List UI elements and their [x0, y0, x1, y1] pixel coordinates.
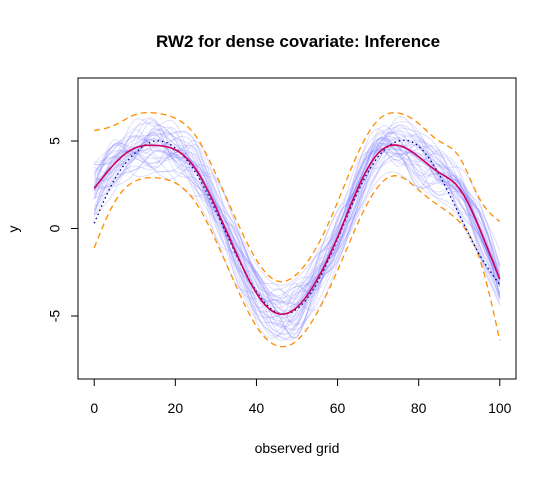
- sample-curve: [93, 132, 501, 336]
- y-tick-label: 0: [47, 224, 63, 232]
- posterior-mean-line: [93, 144, 501, 316]
- sample-curve: [93, 143, 501, 337]
- sample-curve: [93, 124, 501, 328]
- sample-curve: [93, 127, 501, 322]
- x-tick-label: 40: [249, 400, 265, 416]
- y-axis: -5 0 5: [47, 137, 79, 323]
- x-tick-label: 0: [90, 400, 98, 416]
- sample-curve: [93, 129, 501, 306]
- sample-curve: [93, 155, 501, 341]
- sample-curves: [93, 116, 501, 341]
- sample-curve: [94, 146, 501, 323]
- sample-curve: [93, 131, 501, 299]
- sample-curve: [94, 116, 501, 318]
- sample-curve: [93, 132, 501, 331]
- x-tick-label: 100: [488, 400, 512, 416]
- sample-curve: [93, 127, 501, 303]
- sample-curve: [93, 146, 501, 333]
- y-tick-label: 5: [47, 137, 63, 145]
- sample-curve: [93, 128, 501, 316]
- upper-band-line: [94, 111, 501, 283]
- summary-lines: [93, 111, 501, 348]
- sample-curve: [93, 135, 501, 327]
- sample-curve: [93, 125, 501, 304]
- sample-curve: [94, 138, 501, 331]
- sample-curve: [93, 127, 501, 305]
- sample-curve: [94, 118, 501, 294]
- sample-curve: [93, 138, 501, 328]
- sample-curve: [93, 132, 501, 335]
- sample-curve: [93, 138, 501, 339]
- x-axis: 0 20 40 60 80 100: [90, 378, 512, 416]
- x-axis-label: observed grid: [255, 440, 340, 456]
- x-tick-label: 20: [168, 400, 184, 416]
- sample-curve: [93, 126, 501, 286]
- chart-title: RW2 for dense covariate: Inference: [156, 32, 440, 51]
- sample-curve: [94, 139, 501, 308]
- sample-curve: [93, 118, 501, 303]
- sample-curve: [94, 134, 501, 341]
- sample-curve: [93, 130, 501, 301]
- x-tick-label: 80: [411, 400, 427, 416]
- sample-curve: [93, 120, 501, 309]
- y-axis-label: y: [5, 226, 21, 233]
- y-tick-label: -5: [47, 310, 63, 323]
- sample-curve: [93, 137, 501, 339]
- sample-curve: [93, 143, 501, 340]
- x-tick-label: 60: [330, 400, 346, 416]
- sample-curve: [93, 143, 501, 339]
- sample-curve: [93, 122, 501, 297]
- sample-curve: [93, 136, 501, 335]
- sample-curve: [93, 138, 501, 325]
- sample-curve: [94, 120, 501, 305]
